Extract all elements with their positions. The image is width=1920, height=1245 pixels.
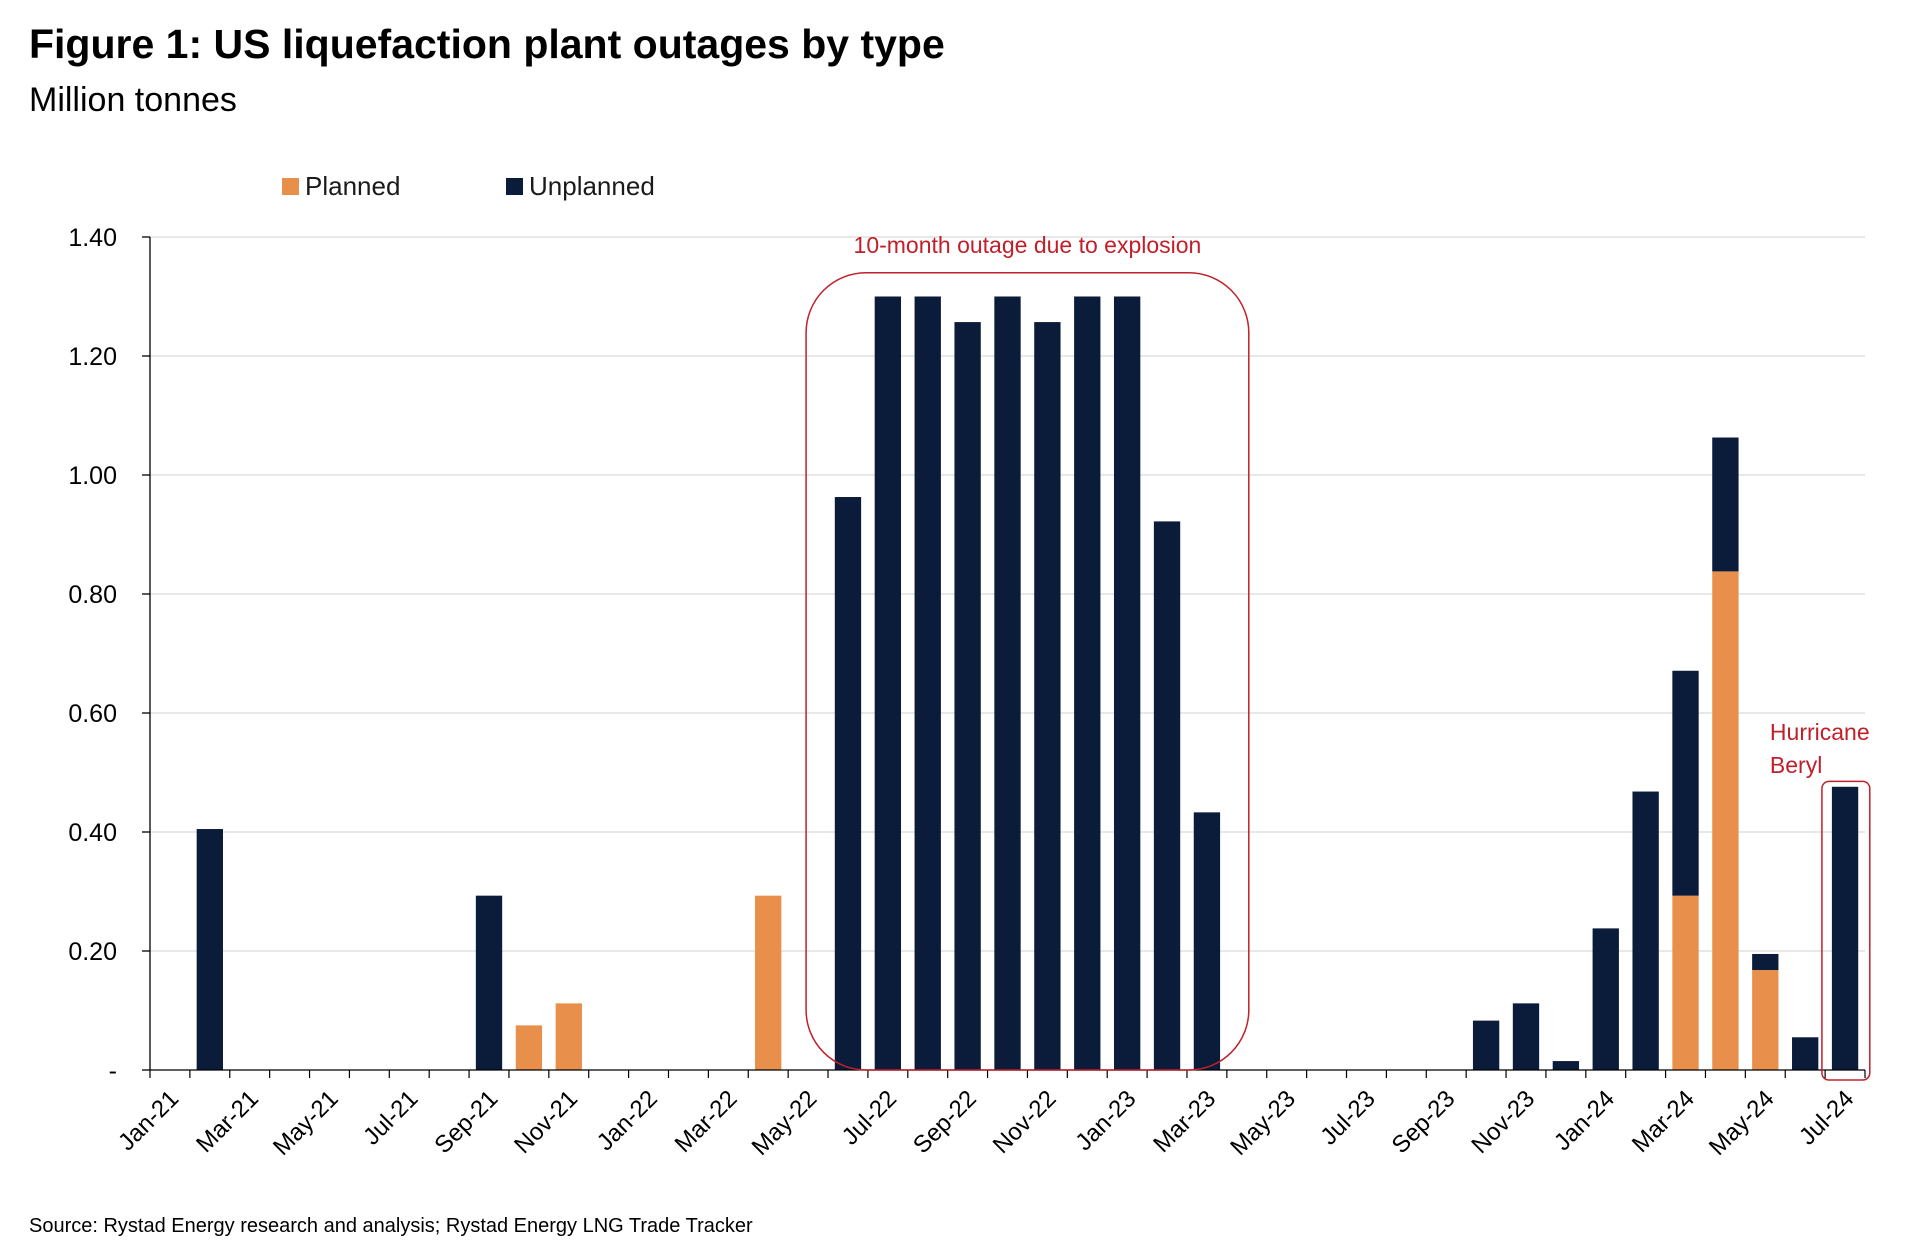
- bar-unplanned-jun-24: [1792, 1037, 1819, 1070]
- x-tick-label: Jul-23: [1315, 1085, 1380, 1150]
- bar-unplanned-nov-23: [1512, 1003, 1540, 1070]
- annotations: 10-month outage due to explosion Hurrican…: [805, 232, 1871, 1081]
- bar-unplanned-oct-22: [994, 296, 1021, 1070]
- source-note: Source: Rystad Energy research and analy…: [29, 1215, 753, 1237]
- legend-swatch-planned: [282, 178, 299, 195]
- x-tick-label: Nov-22: [988, 1085, 1062, 1159]
- bars: [196, 296, 1859, 1071]
- x-tick-label: May-24: [1704, 1085, 1780, 1161]
- bar-unplanned-oct-23: [1472, 1020, 1500, 1070]
- legend-label-unplanned: Unplanned: [529, 171, 655, 201]
- bar-planned-mar-24: [1672, 895, 1699, 1070]
- x-tick-label: Jan-22: [592, 1085, 663, 1156]
- y-tick-label: 1.40: [68, 224, 117, 252]
- x-tick-label: Jul-21: [358, 1085, 423, 1150]
- bar-unplanned-feb-23: [1153, 521, 1181, 1070]
- hurricane-beryl-label: Hurricane: [1770, 719, 1870, 745]
- y-tick-label: 0.40: [68, 819, 117, 847]
- x-tick-label: May-21: [268, 1085, 344, 1161]
- bar-unplanned-jan-23: [1113, 296, 1141, 1070]
- bar-planned-nov-21: [555, 1003, 582, 1070]
- x-tick-label: Jul-22: [837, 1085, 902, 1150]
- bar-unplanned-sep-21: [475, 895, 503, 1070]
- x-tick-label: May-23: [1225, 1085, 1301, 1161]
- bar-unplanned-nov-22: [1034, 322, 1061, 1071]
- bar-unplanned-jan-24: [1592, 928, 1619, 1070]
- y-tick-label: 0.60: [68, 700, 117, 728]
- bar-unplanned-feb-21: [196, 829, 223, 1070]
- bar-unplanned-may-24: [1752, 953, 1779, 971]
- bar-unplanned-sep-22: [954, 322, 981, 1071]
- legend-label-planned: Planned: [305, 171, 400, 201]
- y-tick-label: 1.00: [68, 462, 117, 490]
- x-tick-label: Sep-22: [908, 1085, 982, 1159]
- x-tick-label: Mar-21: [191, 1085, 264, 1158]
- x-tick-label: Nov-23: [1466, 1085, 1540, 1159]
- hurricane-beryl-box: [1821, 780, 1871, 1081]
- bar-unplanned-dec-23: [1552, 1061, 1580, 1070]
- x-tick-label: Mar-24: [1627, 1085, 1700, 1158]
- bar-planned-may-24: [1752, 970, 1779, 1070]
- bar-unplanned-jul-24: [1831, 786, 1859, 1070]
- bar-planned-apr-24: [1712, 571, 1739, 1070]
- explosion-outage-box: [805, 271, 1250, 1071]
- bar-unplanned-jul-22: [874, 296, 902, 1070]
- bar-unplanned-feb-24: [1632, 791, 1659, 1070]
- bar-planned-apr-22: [755, 895, 782, 1070]
- x-tick-label: Nov-21: [509, 1085, 583, 1159]
- bar-unplanned-apr-24: [1712, 437, 1739, 572]
- x-tick-label: Mar-22: [670, 1085, 743, 1158]
- x-tick-label: May-22: [747, 1085, 823, 1161]
- y-tick-label: -: [109, 1057, 117, 1085]
- bar-unplanned-dec-22: [1074, 296, 1101, 1070]
- legend: Planned Unplanned: [282, 171, 655, 201]
- y-tick-label: 0.80: [68, 581, 117, 609]
- y-tick-label: 1.20: [68, 343, 117, 371]
- y-axis: - 0.20 0.40 0.60 0.80 1.00 1.20 1.40: [68, 224, 151, 1085]
- hurricane-beryl-label: Beryl: [1770, 752, 1822, 778]
- x-axis: Jan-21 Mar-21 May-21 Jul-21 Sep-21 Nov-21 Jan-…: [113, 1069, 1866, 1161]
- bar-unplanned-jun-22: [834, 497, 862, 1070]
- chart-subtitle: Million tonnes: [29, 81, 237, 119]
- legend-swatch-unplanned: [506, 178, 523, 195]
- x-tick-label: Jan-24: [1549, 1085, 1620, 1156]
- x-tick-label: Sep-21: [429, 1085, 503, 1159]
- bar-unplanned-mar-23: [1193, 812, 1221, 1070]
- chart-title: Figure 1: US liquefaction plant outages …: [29, 21, 945, 67]
- bar-unplanned-aug-22: [914, 296, 941, 1070]
- y-tick-label: 0.20: [68, 938, 117, 966]
- bar-planned-oct-21: [515, 1025, 543, 1070]
- explosion-outage-label: 10-month outage due to explosion: [854, 232, 1202, 258]
- x-tick-label: Jan-23: [1070, 1085, 1141, 1156]
- x-tick-label: Jan-21: [113, 1085, 184, 1156]
- bar-unplanned-mar-24: [1672, 670, 1699, 896]
- x-tick-label: Jul-24: [1794, 1085, 1859, 1150]
- x-tick-label: Sep-23: [1387, 1085, 1461, 1159]
- x-tick-label: Mar-23: [1148, 1085, 1221, 1158]
